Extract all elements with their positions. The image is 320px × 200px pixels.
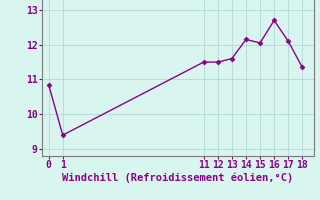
X-axis label: Windchill (Refroidissement éolien,°C): Windchill (Refroidissement éolien,°C) [62, 173, 293, 183]
